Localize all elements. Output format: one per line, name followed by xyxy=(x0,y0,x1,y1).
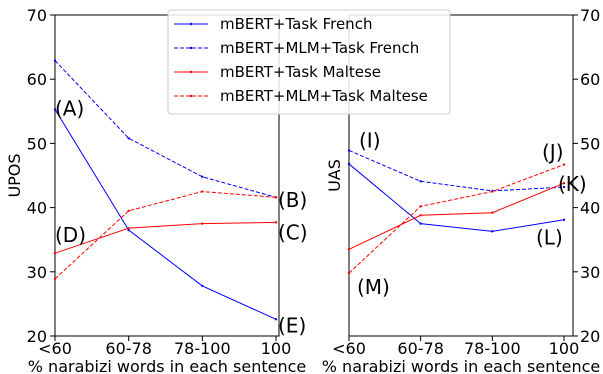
y-axis-label: UPOS xyxy=(5,153,24,197)
annotation-label: (I) xyxy=(359,128,381,152)
series-line xyxy=(54,109,277,320)
y-tick-label: 70 xyxy=(580,6,600,25)
plot-frame xyxy=(54,14,280,337)
y-tick-label: 40 xyxy=(27,199,47,218)
data-point xyxy=(274,196,278,199)
legend-box xyxy=(167,9,451,115)
data-point xyxy=(419,214,422,217)
data-point xyxy=(201,190,204,193)
plot-frame xyxy=(348,14,574,337)
data-point xyxy=(201,175,204,178)
data-point xyxy=(347,271,351,275)
annotation-label: (E) xyxy=(278,313,306,337)
legend-entry: mBERT+MLM+Task Maltese xyxy=(220,87,428,105)
annotation-label: (J) xyxy=(542,140,564,164)
legend: mBERT+Task French mBERT+MLM+Task French mB… xyxy=(167,9,451,115)
data-point xyxy=(127,209,130,213)
annotation-label: (L) xyxy=(536,225,563,249)
y-tick-label: 50 xyxy=(580,134,600,153)
y-tick-label: 20 xyxy=(27,327,47,346)
legend-entry: mBERT+Task French xyxy=(220,15,372,33)
data-point xyxy=(53,251,57,255)
data-point xyxy=(419,180,422,183)
series-line xyxy=(54,60,277,198)
x-tick-label: 60-78 xyxy=(397,339,444,358)
legend-marker xyxy=(189,70,193,74)
annotation-label: (C) xyxy=(278,220,308,244)
data-point xyxy=(53,59,57,62)
data-point xyxy=(562,182,566,185)
data-point xyxy=(274,318,278,321)
data-point xyxy=(491,230,494,233)
upos-panel: 20 30 40 50 60 70 <60 60-78 78-100 100% narabizi … xyxy=(5,6,308,374)
series-line xyxy=(54,221,277,254)
y-tick-label: 50 xyxy=(27,134,47,153)
x-axis-label: % narabizi words in each sentence xyxy=(28,357,306,374)
x-tick-label: 78-100 xyxy=(464,339,521,358)
x-tick-label: 78-100 xyxy=(174,339,231,358)
y-tick-label: 70 xyxy=(27,6,47,25)
legend-marker xyxy=(189,94,193,98)
data-point xyxy=(491,190,494,193)
data-point xyxy=(201,284,204,288)
x-tick-label: 60-78 xyxy=(105,339,152,358)
data-point xyxy=(562,185,566,189)
series-line xyxy=(54,191,277,280)
annotation-label: (M) xyxy=(357,275,390,299)
y-tick-label: 60 xyxy=(580,70,600,89)
y-tick-label: 30 xyxy=(27,263,47,282)
data-point xyxy=(127,228,130,232)
data-point xyxy=(53,108,57,111)
data-point xyxy=(53,277,57,281)
x-tick-label: 100 xyxy=(549,339,580,358)
series-line xyxy=(348,150,565,192)
legend-entry: mBERT+Task Maltese xyxy=(220,63,381,81)
series-line xyxy=(348,182,565,250)
data-point xyxy=(127,226,130,230)
x-tick-label: 100 xyxy=(261,339,292,358)
y-tick-label: 60 xyxy=(27,70,47,89)
data-point xyxy=(562,218,566,221)
x-axis-label: % narabizi words in each sentence xyxy=(322,357,600,374)
x-tick-label: <60 xyxy=(332,339,366,358)
data-point xyxy=(274,221,278,224)
legend-entry: mBERT+MLM+Task French xyxy=(220,39,419,57)
data-point xyxy=(562,163,566,166)
series-line xyxy=(348,163,565,232)
y-axis-label: UAS xyxy=(325,159,344,192)
annotation-label: (D) xyxy=(55,223,86,247)
data-point xyxy=(491,211,494,214)
annotation-label: (B) xyxy=(278,188,307,212)
legend-marker xyxy=(189,22,193,26)
data-point xyxy=(127,137,130,140)
uas-panel: 20 30 40 50 60 70 <60 60-78 78-100 100% narabizi … xyxy=(322,6,601,374)
x-tick-label: <60 xyxy=(38,339,72,358)
legend-marker xyxy=(189,46,193,50)
y-tick-label: 40 xyxy=(580,199,600,218)
annotation-label: (K) xyxy=(558,172,587,196)
y-tick-label: 20 xyxy=(580,327,600,346)
data-point xyxy=(419,222,422,225)
data-point xyxy=(201,222,204,225)
data-point xyxy=(347,149,351,152)
series-line xyxy=(348,164,565,274)
data-point xyxy=(347,162,351,166)
data-point xyxy=(419,205,422,208)
data-point xyxy=(347,248,351,251)
annotation-label: (A) xyxy=(55,96,84,120)
y-tick-label: 30 xyxy=(580,263,600,282)
